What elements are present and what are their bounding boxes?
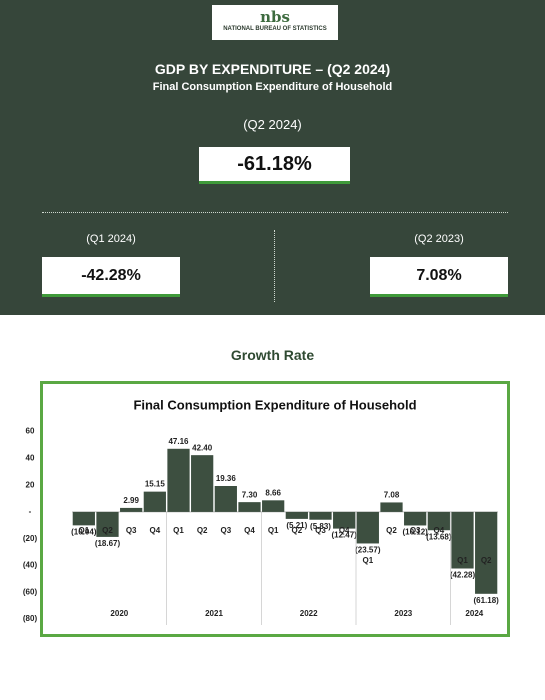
x-tick-label: Q1: [78, 526, 89, 535]
x-tick-label: Q2: [102, 526, 113, 535]
y-tick-label: 40: [26, 453, 35, 462]
left-value: -42.28%: [42, 257, 180, 297]
x-tick-label: Q3: [220, 526, 231, 535]
bar: [143, 491, 166, 512]
value-label: 19.36: [216, 474, 237, 483]
value-label: (10.04): [71, 527, 97, 536]
value-label: (10.12): [402, 528, 428, 537]
group-label: 2022: [300, 609, 318, 618]
x-tick-label: Q4: [244, 526, 255, 535]
x-tick-label: Q4: [339, 526, 350, 535]
group-label: 2021: [205, 609, 223, 618]
y-tick-label: (40): [23, 561, 38, 570]
bar: [451, 511, 474, 569]
left-label: (Q1 2024): [86, 233, 136, 245]
group-label: 2024: [465, 609, 483, 618]
value-label: (42.28): [450, 571, 476, 580]
bar: [404, 511, 427, 526]
divider: [42, 212, 508, 213]
y-tick-label: (60): [23, 587, 38, 596]
value-label: (5.21): [286, 521, 307, 530]
title: GDP BY EXPENDITURE – (Q2 2024): [154, 61, 391, 77]
bar: [214, 485, 237, 512]
bar: [285, 511, 308, 519]
x-tick-label: Q2: [197, 526, 208, 535]
x-tick-label: Q2: [481, 556, 492, 565]
bar: [333, 511, 356, 529]
x-tick-label: Q3: [410, 526, 421, 535]
value-label: 8.66: [265, 488, 281, 497]
bar: [475, 511, 498, 594]
value-label: 15.15: [145, 480, 166, 489]
bar: [120, 507, 143, 512]
main-value: -61.18%: [199, 147, 350, 184]
bar: [96, 511, 119, 537]
right-label: (Q2 2023): [414, 233, 464, 245]
value-label: (61.18): [473, 596, 499, 605]
value-label: 7.08: [384, 491, 400, 500]
value-label: (12.47): [331, 531, 357, 540]
group-label: 2020: [110, 609, 128, 618]
bar: [309, 511, 332, 520]
value-label: (23.57): [355, 546, 381, 555]
logo: nbs NATIONAL BUREAU OF STATISTICS: [212, 5, 338, 40]
y-tick-label: (80): [23, 614, 38, 623]
value-label: 2.99: [123, 496, 139, 505]
bar: [238, 502, 261, 512]
group-label: 2023: [394, 609, 412, 618]
y-tick-label: 20: [26, 480, 35, 489]
main-label: (Q2 2024): [243, 117, 302, 132]
bar: [72, 511, 95, 526]
value-label: (13.68): [426, 532, 452, 541]
logo-org: NATIONAL BUREAU OF STATISTICS: [223, 26, 327, 32]
x-tick-label: Q1: [173, 526, 184, 535]
value-label: 47.16: [168, 437, 189, 446]
value-label: 42.40: [192, 443, 213, 452]
section-title: Growth Rate: [230, 347, 315, 363]
y-tick-label: (20): [23, 534, 38, 543]
bar: [262, 500, 285, 512]
x-tick-label: Q3: [126, 526, 137, 535]
y-tick-label: 60: [26, 427, 35, 436]
bar: [191, 455, 214, 512]
x-tick-label: Q1: [362, 556, 373, 565]
x-tick-label: Q2: [291, 526, 302, 535]
logo-mark: nbs: [260, 8, 290, 26]
value-label: (5.83): [310, 522, 331, 531]
right-value: 7.08%: [370, 257, 508, 297]
bar: [356, 511, 379, 544]
value-label: 7.30: [242, 490, 258, 499]
x-tick-label: Q4: [433, 526, 444, 535]
subtitle: Final Consumption Expenditure of Househo…: [152, 81, 393, 93]
divider: [274, 230, 275, 302]
x-tick-label: Q4: [149, 526, 160, 535]
x-tick-label: Q1: [268, 526, 279, 535]
chart-title: Final Consumption Expenditure of Househo…: [133, 397, 416, 412]
bar: [427, 511, 450, 531]
value-label: (18.67): [95, 539, 121, 548]
bar: [167, 448, 190, 512]
x-tick-label: Q2: [386, 526, 397, 535]
bar: [380, 502, 403, 512]
y-tick-label: -: [29, 507, 32, 516]
x-tick-label: Q1: [457, 556, 468, 565]
x-tick-label: Q3: [315, 526, 326, 535]
